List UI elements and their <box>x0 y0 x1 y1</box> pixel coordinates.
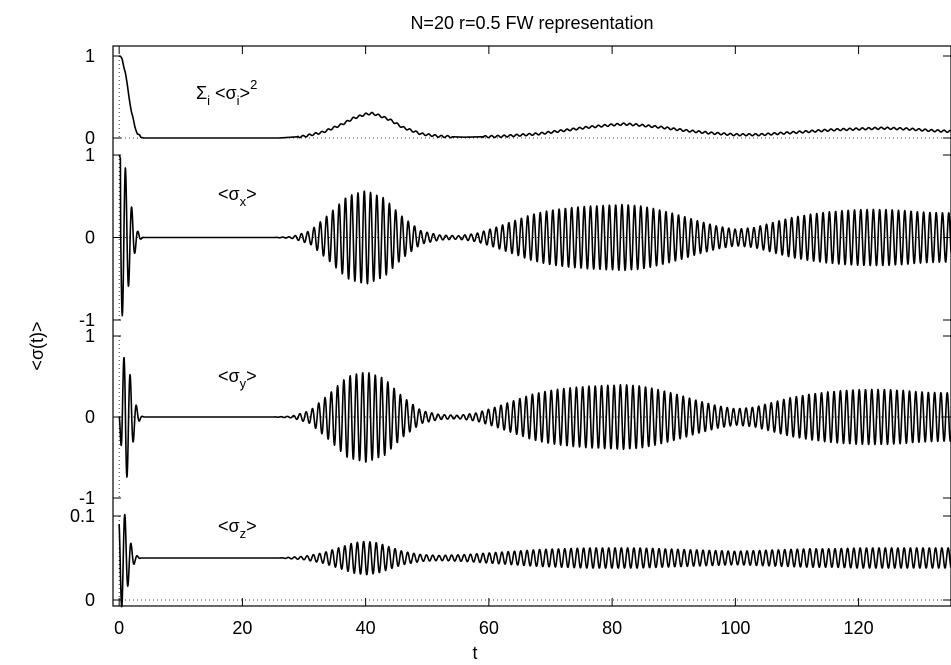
panel-4-y-tick-label: 0 <box>85 590 95 610</box>
x-tick-label: 100 <box>720 618 750 638</box>
panel-2-annotation: <σx> <box>218 184 257 209</box>
chart-title: N=20 r=0.5 FW representation <box>410 13 653 33</box>
panel-2-y-tick-label: 1 <box>85 145 95 165</box>
x-tick-label: 0 <box>114 618 124 638</box>
panel-4-series-line <box>118 513 951 608</box>
panel-1-annotation: Σi <σi>2 <box>196 77 257 108</box>
x-tick-label: 80 <box>602 618 622 638</box>
panel-4-annotation: <σz> <box>218 516 257 541</box>
y-axis-label: <σ(t)> <box>27 321 47 370</box>
panel-2: -1 0 1 <box>79 145 951 330</box>
panel-2-series-line <box>118 154 951 317</box>
x-tick-label: 20 <box>232 618 252 638</box>
panel-2-y-tick-label: 0 <box>85 228 95 248</box>
panel-3-annotation: <σy> <box>218 366 257 391</box>
panel-1-y-tick-label: 0 <box>85 128 95 148</box>
x-tick-label: 120 <box>844 618 874 638</box>
plot-frame <box>112 45 951 607</box>
panel-3-y-tick-label: 1 <box>85 326 95 346</box>
panel-3: -1 0 1 <box>79 326 951 508</box>
panel-4-y-tick-label: 0.1 <box>70 506 95 526</box>
x-axis-label: t <box>472 643 477 663</box>
panel-4: 00.1 <box>70 506 951 610</box>
panel-3-series-line <box>118 356 951 478</box>
panel-3-y-tick-label: 0 <box>85 407 95 427</box>
x-axis: 0 20 40 60 80 100 120 <box>114 46 874 638</box>
panel-1-series-line <box>118 55 951 139</box>
x-tick-label: 40 <box>356 618 376 638</box>
panel-1-y-tick-label: 1 <box>85 46 95 66</box>
x-tick-label: 60 <box>479 618 499 638</box>
panel-2-y-tick-label: -1 <box>79 310 95 330</box>
panel-1: 01 <box>85 46 951 148</box>
panel-3-y-tick-label: -1 <box>79 488 95 508</box>
